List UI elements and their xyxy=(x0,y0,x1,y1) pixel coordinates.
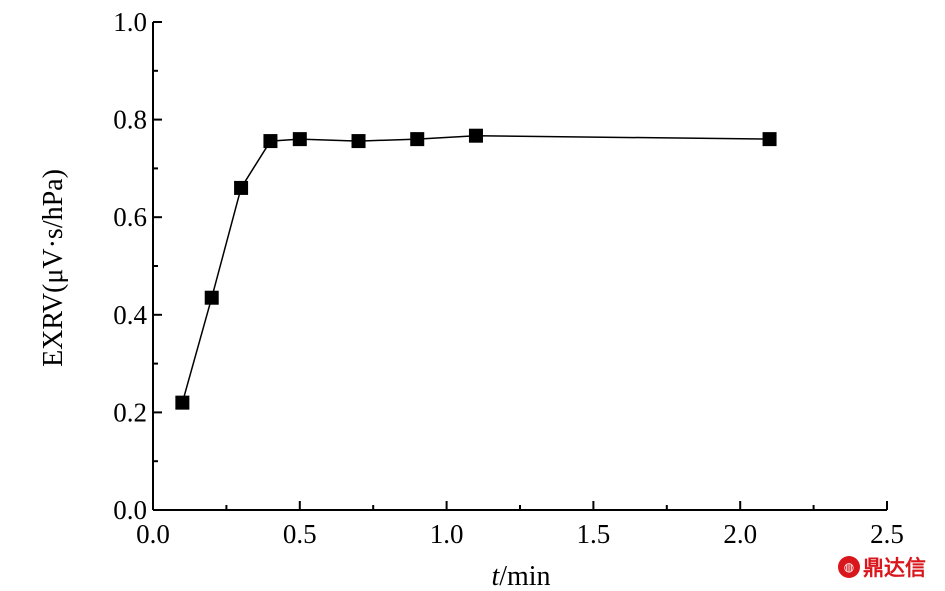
x-tick-label: 1.5 xyxy=(577,519,611,549)
data-point xyxy=(204,290,219,305)
x-tick-label: 0.5 xyxy=(283,519,317,549)
x-tick-label: 2.5 xyxy=(870,519,904,549)
x-axis-title-variable: t xyxy=(491,561,500,591)
x-axis-title-unit: /min xyxy=(499,561,550,591)
data-point xyxy=(468,128,483,143)
series-line xyxy=(181,134,770,403)
data-point xyxy=(292,132,307,147)
data-point xyxy=(175,395,190,410)
axes xyxy=(152,22,887,511)
data-point xyxy=(410,132,425,147)
y-tick-label: 0.0 xyxy=(113,495,147,525)
watermark-text: 鼎达信 xyxy=(863,556,926,580)
x-tick-label: 2.0 xyxy=(723,519,757,549)
y-tick-label: 0.2 xyxy=(113,397,147,427)
x-axis-title: t/min xyxy=(491,561,550,591)
y-tick-label: 0.6 xyxy=(113,202,147,232)
x-tick-label: 0.0 xyxy=(136,519,170,549)
x-tick-label: 1.0 xyxy=(430,519,464,549)
data-point xyxy=(351,134,366,149)
data-point xyxy=(263,134,278,149)
dingdaxin-logo-icon: ◍ xyxy=(838,556,860,578)
watermark: ◍ 鼎达信 xyxy=(838,552,926,582)
y-tick-label: 1.0 xyxy=(113,7,147,37)
y-axis-title: EXRV(μV·s/hPa) xyxy=(38,169,69,367)
ticks xyxy=(152,21,888,511)
y-tick-label: 0.8 xyxy=(113,105,147,135)
data-point xyxy=(234,180,249,195)
y-tick-label: 0.4 xyxy=(113,300,147,330)
tick-labels: 0.0 0.5 1.0 1.5 2.0 2.5 0.0 0.2 0.4 0.6 0.8 1.0 xyxy=(113,7,904,549)
series xyxy=(175,128,777,410)
data-point xyxy=(762,132,777,147)
